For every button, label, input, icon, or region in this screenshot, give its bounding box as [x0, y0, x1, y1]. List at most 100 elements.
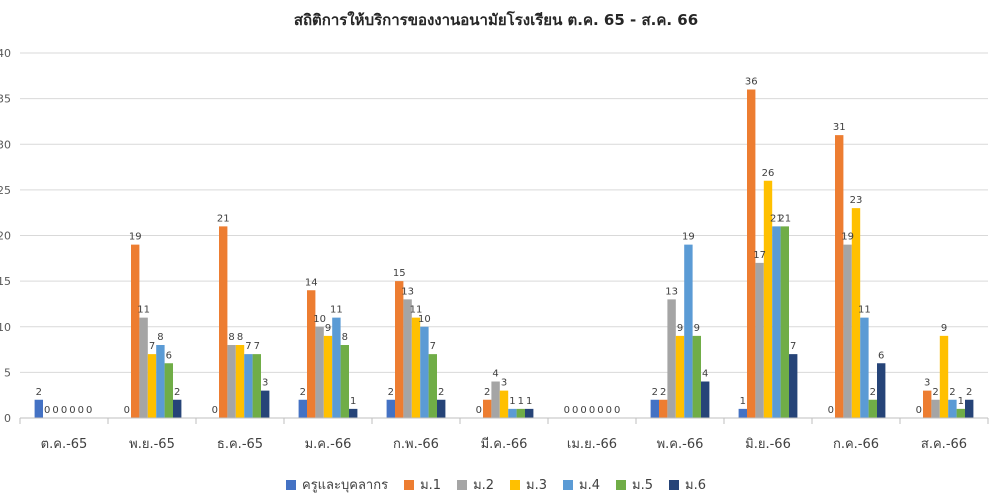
y-tick-label: 5	[4, 366, 11, 379]
legend-label: ครูและบุคลากร	[302, 478, 389, 493]
bar	[340, 345, 349, 418]
y-tick-label: 20	[0, 230, 11, 243]
bar	[244, 354, 253, 418]
legend-label: ม.5	[632, 478, 653, 493]
data-label: 2	[36, 387, 42, 398]
x-tick-label: เม.ย.-66	[567, 437, 617, 452]
data-label: 0	[61, 405, 67, 416]
y-tick-label: 35	[0, 93, 11, 106]
legend-item: ม.3	[510, 474, 547, 495]
data-label: 31	[833, 122, 846, 133]
bar	[667, 299, 676, 418]
bar	[403, 299, 412, 418]
bar	[437, 399, 446, 418]
data-label: 0	[212, 405, 218, 416]
bar	[323, 335, 333, 418]
data-label: 19	[129, 232, 142, 243]
x-tick-label: ก.พ.-66	[393, 437, 439, 452]
gridlines	[20, 52, 988, 373]
data-label: 9	[325, 323, 331, 334]
data-label: 1	[518, 396, 524, 407]
data-label: 0	[606, 405, 612, 416]
y-tick-label: 0	[4, 412, 11, 425]
bar	[738, 408, 747, 418]
data-label: 0	[916, 405, 922, 416]
data-label: 2	[438, 387, 444, 398]
data-label: 11	[330, 305, 343, 316]
bar	[227, 345, 236, 418]
legend-swatch	[669, 479, 679, 490]
data-label: 0	[614, 405, 620, 416]
data-label: 11	[137, 305, 150, 316]
bar	[948, 399, 957, 418]
data-label: 21	[778, 213, 791, 224]
bar	[877, 363, 886, 418]
legend-label: ม.6	[685, 478, 706, 493]
y-tick-label: 25	[0, 184, 11, 197]
x-tick-label: พ.ย.-65	[129, 437, 175, 452]
data-label: 21	[217, 213, 230, 224]
data-label: 2	[660, 387, 666, 398]
data-label: 1	[350, 396, 356, 407]
data-label: 0	[589, 405, 595, 416]
data-label: 36	[745, 77, 758, 88]
x-tick-label: ม.ค.-66	[305, 437, 352, 452]
x-tick-label: ต.ค.-65	[41, 437, 88, 452]
data-label: 0	[69, 405, 75, 416]
data-label: 8	[237, 332, 243, 343]
data-label: 11	[410, 305, 423, 316]
bar	[525, 408, 534, 418]
bar	[923, 390, 932, 418]
data-label: 19	[682, 232, 695, 243]
data-label: 3	[262, 378, 268, 389]
y-axis-ticks: 0 5 10 15 20 25 30 35 40	[0, 47, 11, 425]
bar	[684, 244, 693, 418]
data-label: 0	[564, 405, 570, 416]
bar	[219, 226, 228, 418]
data-label: 0	[78, 405, 84, 416]
data-label: 9	[694, 323, 700, 334]
bar	[789, 354, 798, 418]
data-label: 0	[86, 405, 92, 416]
legend-item: ม.2	[457, 474, 494, 495]
data-label: 9	[677, 323, 683, 334]
bar	[420, 326, 429, 418]
bar	[131, 244, 140, 418]
x-axis: ต.ค.-65 พ.ย.-65 ธ.ค.-65 ม.ค.-66 ก.พ.-66 มี.ค.…	[19, 417, 989, 452]
data-label: 11	[858, 305, 871, 316]
legend: ครูและบุคลากร ม.1 ม.2 ม.3 ม.4 ม.5 ม.6	[0, 474, 992, 495]
data-label: 2	[932, 387, 938, 398]
legend-item: ม.1	[404, 474, 441, 495]
bar	[956, 408, 965, 418]
y-tick-label: 10	[0, 321, 11, 334]
data-label: 2	[300, 387, 306, 398]
legend-label: ม.4	[579, 478, 601, 493]
data-label: 2	[652, 387, 658, 398]
data-label: 1	[958, 396, 964, 407]
bar	[868, 399, 877, 418]
data-label: 0	[44, 405, 50, 416]
bar	[173, 399, 182, 418]
chart-title: สถิติการให้บริการของงานอนามัยโรงเรียน ต.…	[293, 11, 699, 29]
bar	[860, 317, 869, 418]
legend-swatch	[563, 479, 574, 490]
legend-item: ม.5	[616, 474, 653, 495]
data-label: 15	[393, 268, 406, 279]
bar	[772, 226, 781, 418]
bar	[835, 135, 844, 418]
data-label: 8	[157, 332, 163, 343]
data-label: 21	[770, 213, 783, 224]
data-label: 13	[665, 286, 678, 297]
bar	[261, 390, 270, 418]
x-tick-label: ธ.ค.-65	[217, 437, 263, 452]
bar	[386, 399, 395, 418]
bar	[411, 317, 421, 418]
data-label: 0	[124, 405, 130, 416]
bar	[491, 381, 500, 418]
bar	[483, 399, 492, 418]
data-label: 7	[790, 341, 796, 352]
data-label: 7	[430, 341, 436, 352]
data-label: 17	[753, 250, 766, 261]
bar	[843, 244, 852, 418]
